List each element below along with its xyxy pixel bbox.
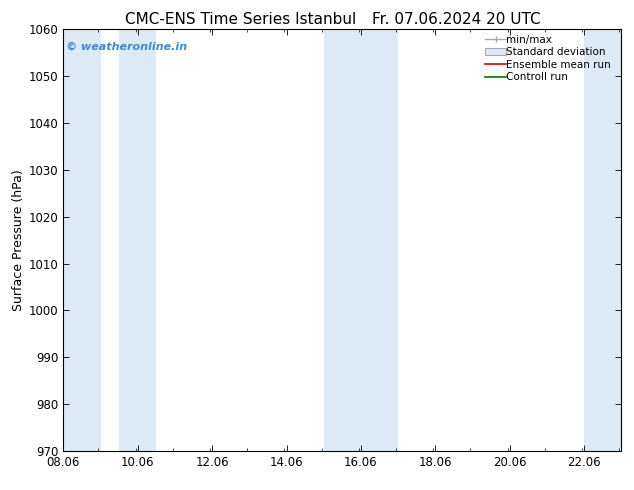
- Legend: min/max, Standard deviation, Ensemble mean run, Controll run: min/max, Standard deviation, Ensemble me…: [483, 32, 618, 84]
- Bar: [584, 29, 621, 451]
- Bar: [324, 29, 398, 451]
- Text: CMC-ENS Time Series Istanbul: CMC-ENS Time Series Istanbul: [126, 12, 356, 27]
- Text: Fr. 07.06.2024 20 UTC: Fr. 07.06.2024 20 UTC: [372, 12, 541, 27]
- Bar: [63, 29, 101, 451]
- Bar: [119, 29, 157, 451]
- Y-axis label: Surface Pressure (hPa): Surface Pressure (hPa): [11, 169, 25, 311]
- Text: © weatheronline.in: © weatheronline.in: [66, 42, 187, 52]
